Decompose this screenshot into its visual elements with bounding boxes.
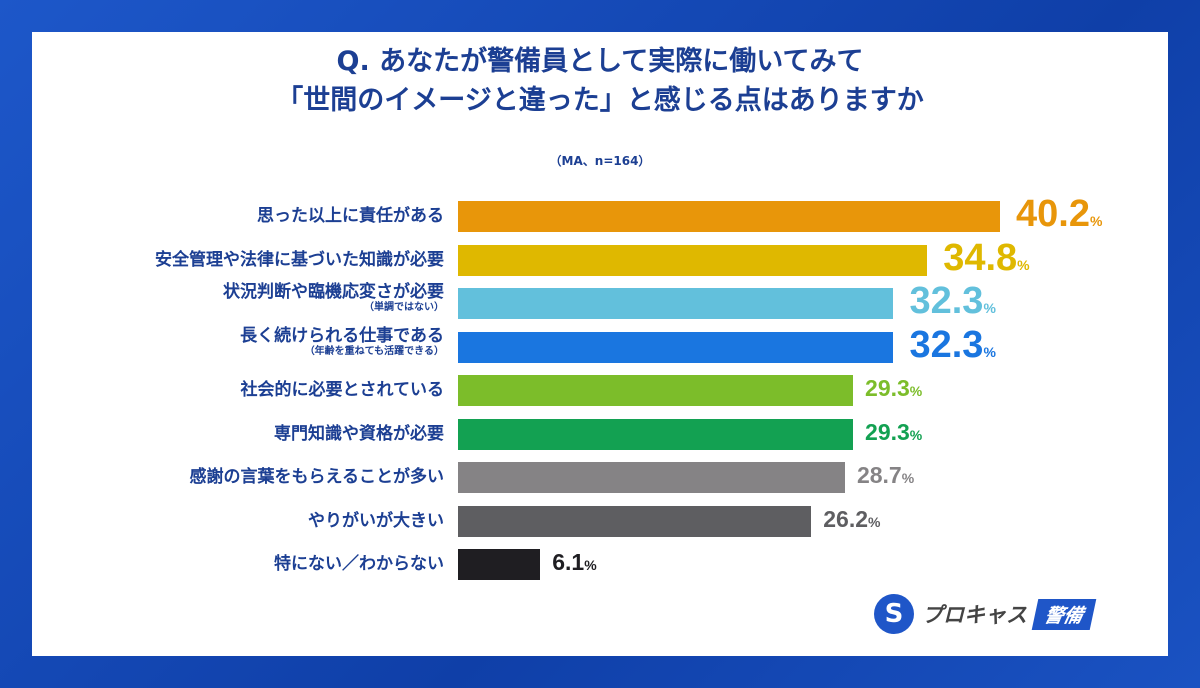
- category-text: やりがいが大きい: [308, 510, 444, 531]
- value-label: 32.3%: [909, 280, 995, 323]
- category-label: 状況判断や臨機応変さが必要 （単調ではない）: [223, 282, 444, 314]
- value-number: 6.1: [552, 549, 585, 575]
- category-label: 長く続けられる仕事である （年齢を重ねても活躍できる）: [240, 326, 444, 358]
- title-line-2: 「世間のイメージと違った」と感じる点はありますか: [276, 85, 924, 116]
- category-text: 長く続けられる仕事である: [240, 325, 444, 346]
- category-label: 社会的に必要とされている: [241, 380, 445, 400]
- value-number: 40.2: [1016, 193, 1090, 235]
- value-number: 26.2: [823, 505, 868, 532]
- category-label: 専門知識や資格が必要: [274, 424, 444, 444]
- value-unit: %: [901, 470, 915, 486]
- category-label: やりがいが大きい: [308, 511, 444, 531]
- value-unit: %: [584, 557, 597, 573]
- value-label: 28.7%: [857, 462, 914, 489]
- bar: [458, 201, 1000, 232]
- value-label: 32.3%: [909, 324, 995, 367]
- category-text: 特にない／わからない: [274, 554, 444, 574]
- category-label: 特にない／わからない: [274, 554, 444, 574]
- value-number: 32.3: [909, 280, 984, 322]
- value-label: 6.1%: [552, 549, 596, 576]
- category-label: 安全管理や法律に基づいた知識が必要: [155, 250, 444, 270]
- bar: [458, 331, 894, 363]
- logo-name: プロキャス: [922, 603, 1027, 627]
- title-line-1: Q. あなたが警備員として実際に働いてみて: [336, 46, 864, 77]
- value-number: 32.3: [909, 323, 984, 366]
- category-text: 専門知識や資格が必要: [274, 423, 444, 444]
- value-number: 29.3: [865, 418, 910, 445]
- value-unit: %: [1089, 213, 1103, 229]
- category-text: 安全管理や法律に基づいた知識が必要: [155, 249, 444, 270]
- category-label: 思った以上に責任がある: [257, 206, 444, 226]
- value-unit: %: [909, 426, 923, 443]
- bar: [458, 244, 928, 276]
- logo-icon: S: [874, 594, 914, 634]
- bar: [458, 418, 854, 450]
- category-text: 社会的に必要とされている: [240, 380, 445, 400]
- value-unit: %: [909, 383, 923, 399]
- value-unit: %: [868, 513, 881, 530]
- bar: [458, 549, 541, 580]
- category-label: 感謝の言葉をもらえることが多い: [190, 467, 445, 487]
- value-number: 34.8: [943, 236, 1018, 279]
- value-label: 34.8%: [943, 237, 1029, 280]
- value-unit: %: [983, 300, 996, 316]
- value-number: 29.3: [865, 375, 910, 401]
- bar: [458, 288, 894, 319]
- logo: S プロキャス 警備: [874, 594, 1097, 634]
- value-label: 29.3%: [865, 419, 922, 446]
- value-label: 26.2%: [823, 506, 880, 533]
- logo-tag: 警備: [1031, 598, 1097, 630]
- chart-subtitle: （MA、n=164）: [549, 154, 651, 168]
- chart-title: Q. あなたが警備員として実際に働いてみて 「世間のイメージと違った」と感じる点…: [0, 42, 1200, 120]
- bar: [458, 505, 812, 537]
- value-number: 28.7: [856, 462, 902, 488]
- category-text: 感謝の言葉をもらえることが多い: [189, 467, 445, 487]
- category-text: 状況判断や臨機応変さが必要: [223, 282, 444, 302]
- category-note: （年齢を重ねても活躍できる）: [304, 345, 444, 357]
- value-unit: %: [1017, 256, 1030, 273]
- bar: [458, 375, 854, 406]
- value-label: 29.3%: [865, 375, 922, 402]
- value-label: 40.2%: [1016, 193, 1102, 236]
- value-unit: %: [983, 343, 996, 360]
- category-text: 思った以上に責任がある: [257, 206, 444, 226]
- category-note: （単調ではない）: [364, 302, 444, 313]
- bar: [458, 462, 845, 493]
